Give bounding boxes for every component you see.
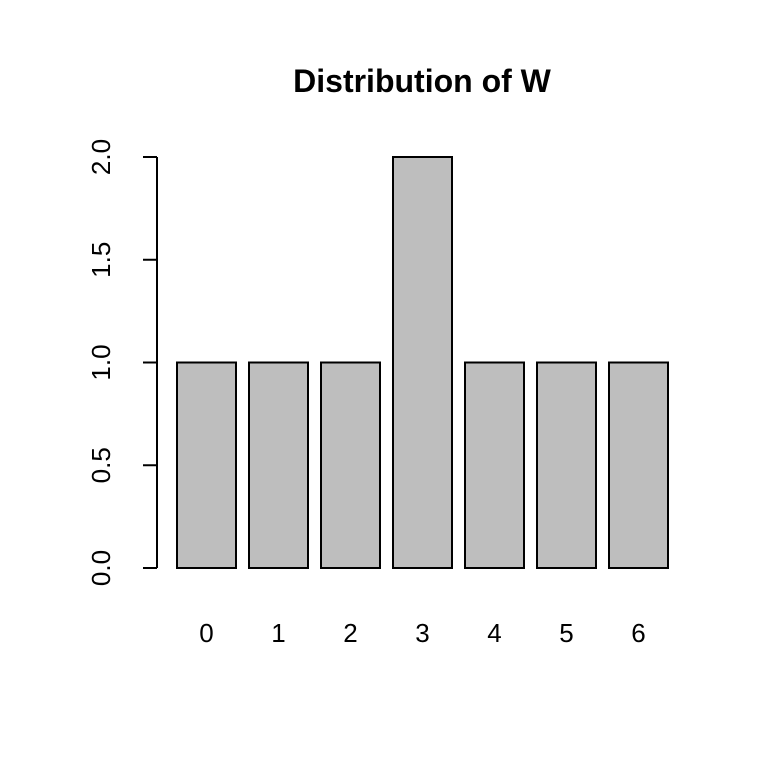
x-category-label: 5 (559, 618, 573, 648)
bar-2 (320, 361, 381, 569)
bar-0 (176, 361, 237, 569)
bars-group (176, 156, 669, 569)
x-category-label: 3 (415, 618, 429, 648)
x-category-label: 6 (631, 618, 645, 648)
y-tick-label: 0.0 (86, 550, 116, 586)
y-axis: 0.0 0.5 1.0 1.5 2.0 (86, 139, 158, 586)
y-tick-label: 0.5 (86, 447, 116, 483)
x-category-label: 4 (487, 618, 501, 648)
y-tick-label: 2.0 (86, 139, 116, 175)
bar-3 (392, 156, 453, 569)
y-tick-label: 1.5 (86, 242, 116, 278)
x-axis-labels: 0 1 2 3 4 5 6 (199, 618, 645, 648)
bar-5 (536, 361, 597, 569)
x-category-label: 1 (271, 618, 285, 648)
bar-6 (608, 361, 669, 569)
bar-4 (464, 361, 525, 569)
bar-1 (248, 361, 309, 569)
chart-title: Distribution of W (293, 63, 552, 99)
x-category-label: 2 (343, 618, 357, 648)
x-category-label: 0 (199, 618, 213, 648)
y-tick-label: 1.0 (86, 344, 116, 380)
